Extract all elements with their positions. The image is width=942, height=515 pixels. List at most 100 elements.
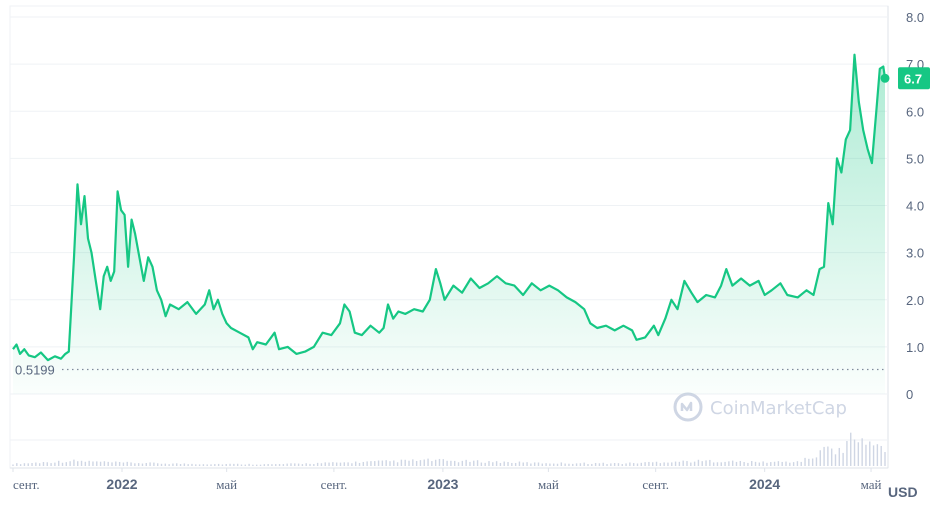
volume-bar	[381, 460, 384, 466]
volume-bar	[35, 462, 37, 466]
volume-bar	[830, 448, 833, 466]
volume-bar	[301, 464, 304, 466]
volume-bar	[564, 463, 566, 466]
x-tick-label: сент.	[642, 477, 669, 492]
volume-bar	[396, 462, 399, 466]
x-tick-label: май	[216, 477, 237, 492]
volume-bar	[709, 459, 711, 466]
y-tick-label: 6.0	[906, 104, 924, 119]
volume-bar	[343, 462, 345, 466]
volume-bar	[591, 463, 593, 466]
x-tick-label: 2023	[427, 476, 458, 492]
volume-bar	[610, 463, 612, 466]
volume-bar	[861, 438, 863, 466]
volume-bar	[141, 463, 144, 466]
volume-bar	[724, 461, 726, 466]
volume-bar	[263, 464, 266, 466]
volume-bar	[514, 462, 517, 466]
volume-bar	[720, 462, 722, 466]
volume-bar	[252, 464, 254, 466]
volume-bar	[362, 461, 365, 466]
volume-bar	[316, 462, 319, 466]
volume-bar	[728, 461, 730, 466]
volume-bar	[667, 462, 669, 466]
volume-bar	[31, 463, 33, 466]
volume-bar	[621, 464, 623, 466]
volume-bar	[811, 458, 814, 466]
volume-bar	[221, 464, 224, 466]
volume-bar	[473, 460, 475, 466]
y-tick-label: 4.0	[906, 199, 924, 214]
volume-bar	[819, 450, 821, 466]
volume-bar	[442, 459, 444, 466]
volume-bar	[541, 463, 543, 466]
volume-bar	[210, 464, 212, 466]
volume-bar	[118, 461, 121, 466]
volume-bar	[130, 462, 132, 466]
volume-bar	[705, 460, 707, 466]
y-tick-label: 2.0	[906, 293, 924, 308]
volume-bar	[827, 446, 829, 466]
volume-bar	[796, 461, 799, 466]
volume-bar	[598, 463, 601, 466]
volume-bar	[126, 461, 128, 466]
volume-bar	[16, 463, 18, 466]
volume-bar	[644, 462, 646, 466]
volume-bar	[431, 461, 433, 466]
volume-bar	[450, 460, 452, 466]
volume-bar	[648, 461, 650, 466]
volume-bar	[629, 462, 631, 466]
volume-bar	[572, 463, 574, 466]
volume-bar	[846, 441, 848, 466]
x-tick-label: 2024	[749, 476, 780, 492]
volume-bar	[556, 463, 559, 466]
volume-bar	[366, 461, 368, 466]
volume-bar	[244, 464, 246, 466]
volume-bar	[370, 461, 372, 466]
volume-bar	[412, 459, 414, 466]
volume-bar	[640, 462, 642, 466]
baseline: 0.5199	[15, 362, 886, 377]
volume-bar	[716, 462, 719, 466]
volume-bar	[533, 462, 536, 466]
volume-bar	[579, 463, 582, 466]
volume-bar	[606, 464, 608, 466]
volume-bar	[747, 462, 749, 466]
volume-bar	[115, 461, 117, 466]
volume-bar	[476, 460, 479, 466]
volume-bars	[12, 432, 886, 466]
volume-bar	[457, 462, 460, 466]
volume-bar	[522, 462, 524, 466]
volume-bar	[156, 463, 159, 466]
volume-bar	[465, 459, 467, 466]
volume-bar	[77, 461, 79, 466]
volume-bar	[236, 463, 239, 466]
volume-bar	[240, 464, 243, 466]
volume-bar	[107, 461, 109, 466]
volume-bar	[553, 463, 555, 466]
volume-bar	[282, 464, 285, 466]
volume-bar	[857, 442, 860, 466]
volume-bar	[792, 462, 795, 466]
volume-bar	[869, 441, 871, 466]
volume-bar	[187, 464, 189, 466]
x-tick-label: сент.	[13, 477, 40, 492]
volume-bar	[754, 461, 757, 466]
volume-bar	[339, 462, 342, 466]
volume-bar	[655, 461, 658, 466]
volume-bar	[149, 462, 151, 466]
volume-bar	[50, 463, 52, 466]
volume-bar	[183, 463, 186, 466]
volume-bar	[495, 461, 498, 466]
volume-bar	[773, 461, 776, 466]
volume-bar	[328, 462, 330, 466]
volume-bar	[69, 461, 71, 466]
volume-bar	[545, 463, 547, 466]
volume-bar	[758, 462, 761, 466]
volume-bar	[587, 464, 589, 466]
volume-bar	[488, 461, 490, 466]
volume-bar	[400, 459, 403, 466]
volume-bar	[377, 460, 380, 466]
watermark-text: CoinMarketCap	[710, 398, 847, 419]
volume-bar	[229, 463, 231, 466]
